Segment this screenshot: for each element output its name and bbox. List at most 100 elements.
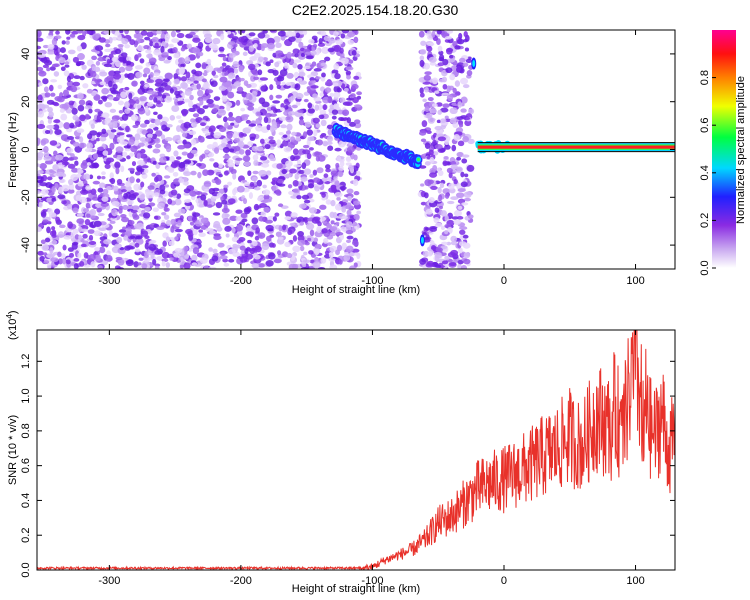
noise-cell [77, 53, 85, 61]
noise-cell [297, 109, 304, 113]
spike-cell [420, 236, 424, 244]
noise-cell [245, 119, 251, 124]
noise-cell [432, 164, 438, 172]
noise-cell [301, 162, 307, 170]
noise-cell [457, 101, 463, 108]
noise-cell [462, 234, 469, 239]
noise-cell [424, 142, 431, 150]
noise-cell [421, 120, 428, 128]
noise-cell [118, 109, 124, 114]
noise-cell [163, 175, 171, 179]
noise-cell [81, 64, 87, 70]
noise-cell [424, 106, 430, 113]
noise-cell [313, 237, 319, 243]
noise-cell [222, 258, 229, 263]
noise-cell [459, 57, 466, 63]
noise-cell [453, 219, 462, 226]
noise-cell [170, 189, 178, 196]
noise-cell [450, 161, 457, 166]
noise-cell [51, 226, 56, 231]
noise-cell [349, 121, 356, 127]
noise-cell [70, 173, 79, 182]
noise-cell [261, 243, 270, 251]
noise-cell [99, 136, 107, 142]
noise-cell [218, 188, 225, 195]
noise-cell [340, 226, 347, 232]
noise-cell [356, 91, 362, 96]
noise-cell [178, 68, 185, 75]
noise-cell [186, 43, 192, 49]
noise-cell [294, 83, 301, 91]
noise-cell [320, 30, 327, 37]
noise-cell [451, 216, 459, 220]
noise-cell [44, 92, 51, 98]
noise-cell [444, 214, 449, 222]
noise-cell [251, 55, 256, 61]
noise-cell [347, 39, 355, 45]
noise-cell [312, 216, 321, 221]
noise-cell [309, 229, 315, 237]
noise-cell [248, 32, 256, 37]
noise-cell [444, 115, 449, 120]
noise-cell [134, 248, 141, 253]
noise-cell [102, 96, 108, 102]
noise-cell [444, 138, 449, 146]
noise-cell [220, 33, 225, 41]
noise-cell [175, 193, 182, 199]
noise-cell [298, 203, 307, 209]
noise-cell [97, 265, 103, 269]
noise-cell [427, 251, 433, 257]
noise-cell [149, 123, 156, 129]
noise-cell [277, 30, 286, 37]
noise-cell [233, 137, 240, 143]
noise-cell [140, 30, 148, 36]
noise-cell [233, 82, 241, 87]
noise-cell [63, 102, 71, 109]
noise-cell [419, 59, 425, 68]
noise-cell [129, 176, 135, 184]
noise-cell [257, 56, 265, 63]
noise-cell [343, 254, 351, 262]
noise-cell [237, 141, 245, 148]
noise-cell [78, 136, 84, 143]
noise-cell [293, 71, 299, 79]
noise-cell [258, 169, 267, 177]
noise-cell [458, 241, 467, 247]
noise-cell [462, 62, 469, 67]
noise-cell [328, 251, 334, 259]
noise-cell [126, 155, 131, 160]
noise-cell [69, 33, 76, 38]
noise-cell [112, 137, 118, 145]
noise-cell [224, 121, 229, 129]
noise-cell [116, 178, 123, 185]
noise-cell [158, 56, 166, 62]
noise-cell [156, 100, 162, 105]
noise-cell [47, 44, 55, 50]
noise-cell [467, 138, 475, 145]
noise-cell [147, 133, 153, 138]
noise-cell [192, 212, 201, 217]
noise-cell [315, 76, 321, 80]
noise-cell [213, 96, 221, 101]
noise-cell [271, 243, 276, 248]
noise-cell [239, 245, 246, 251]
noise-cell [419, 258, 426, 265]
noise-cell [299, 47, 305, 52]
noise-cell [115, 256, 123, 261]
noise-cell [330, 220, 335, 225]
noise-cell [292, 235, 298, 242]
noise-cell [345, 229, 354, 235]
noise-cell [309, 88, 314, 96]
noise-cell [295, 32, 301, 39]
noise-cell [39, 255, 46, 262]
noise-cell [324, 180, 331, 185]
colorbar-tick-label: 0.8 [699, 70, 711, 85]
noise-cell [99, 71, 108, 77]
noise-cell [236, 185, 245, 193]
noise-cell [277, 203, 284, 207]
x-tick-label: 0 [501, 575, 507, 587]
noise-cell [241, 218, 248, 223]
noise-cell [51, 185, 56, 193]
noise-cell [263, 198, 272, 203]
noise-cell [177, 100, 185, 105]
